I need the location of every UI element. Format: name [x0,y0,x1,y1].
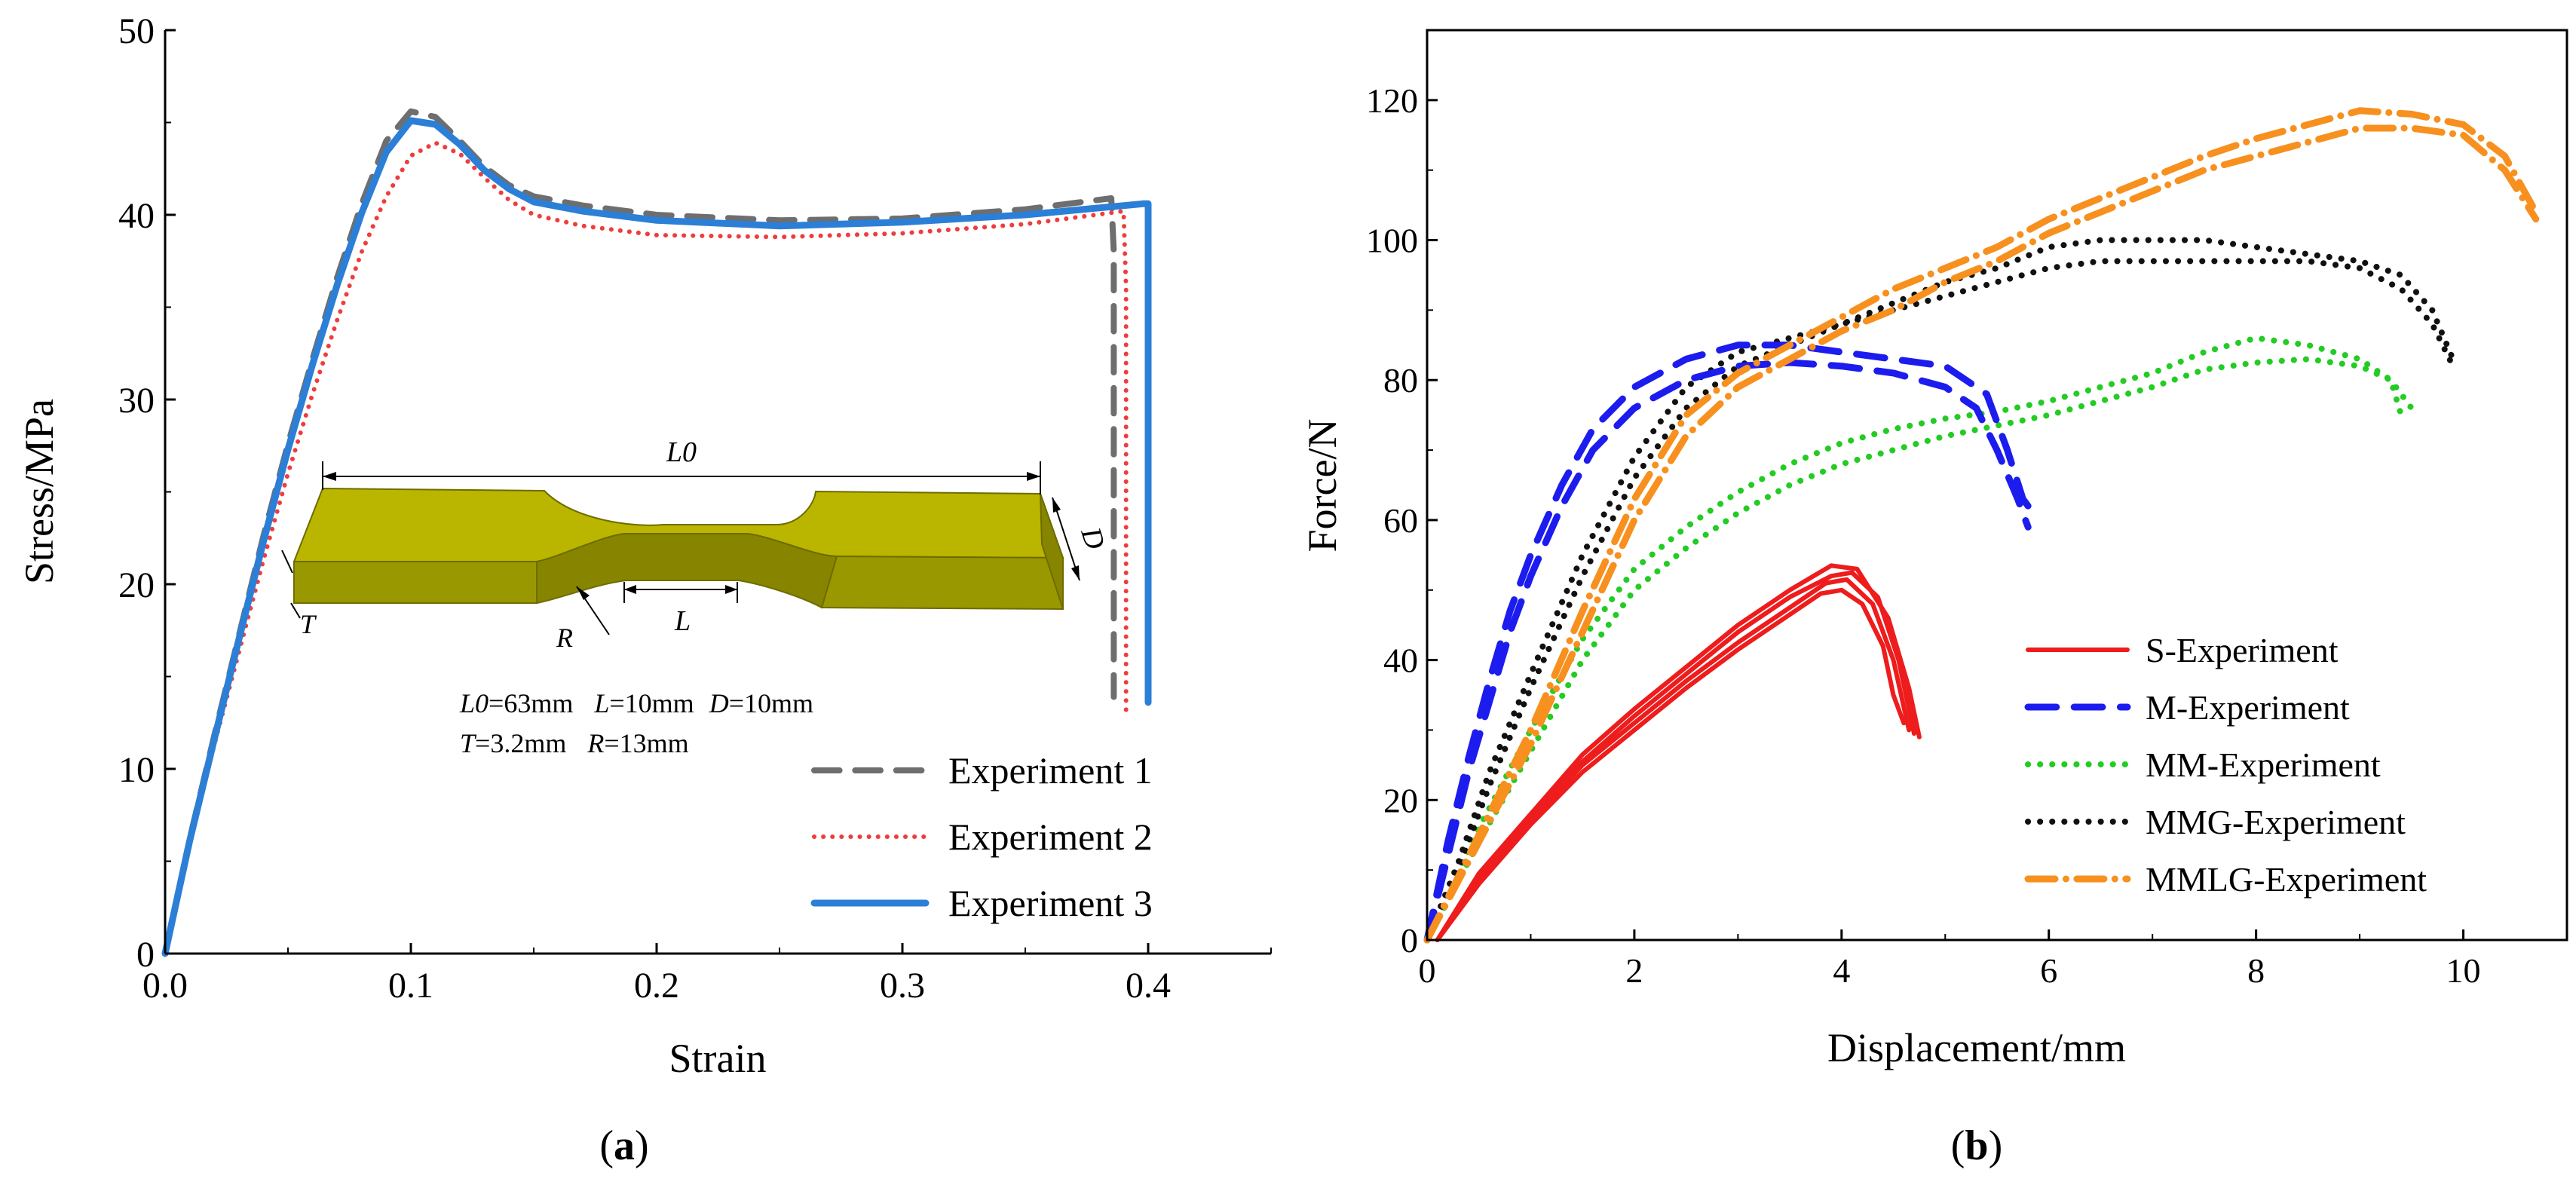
dim-l0-arrow-left [323,472,336,481]
panel-a-caption: (a) [599,1122,648,1169]
dim-l0-label: L0 [666,436,697,468]
spec-l-symbol: L [593,688,609,718]
panel-b-x-tick-label: 10 [2446,951,2481,990]
spec-l-value: =10mm [609,688,694,718]
panel-b-y-tick-label: 40 [1383,641,1418,680]
spec-line-2: T=3.2mm R=13mm [460,728,689,758]
specimen-side-face [1040,493,1064,610]
panel-b-y-label: Force/N [1300,419,1345,553]
spec-d-symbol: D [709,688,729,718]
specimen-inset: L0 D T R L L0=63mm L=10mm D=10mm T=3.2mm R=… [281,436,1111,758]
series-curve-mmg-experiment [1424,258,2456,943]
panel-b-legend: S-Experiment M-Experiment MM-Experiment MMG… [2024,631,2427,899]
spec-l0-symbol: L0 [459,688,489,718]
legend-label: Experiment 3 [948,882,1153,924]
dim-l0-arrow-right [1027,472,1040,481]
panel-a-x-label: Strain [669,1036,767,1081]
panel-a-stress-strain-chart: 0.0 0.1 0.2 0.3 0.4 0 10 20 30 40 50 L0 D T [17,11,1272,1169]
panel-a-x-tick-label: 0.2 [634,966,679,1006]
dim-l-arrow-left [624,585,636,594]
dim-t-line-top [281,550,293,574]
panel-a-y-tick-label: 20 [118,565,155,605]
panel-a-y-tick-label: 40 [118,196,155,236]
dim-l-arrow-right [725,585,737,594]
series-curve-m-experiment [1423,359,2032,944]
dim-d-label: D [1074,523,1111,553]
series-curve-mm-experiment [1424,356,2415,943]
panel-a-x-tick-label: 0.3 [880,966,925,1006]
series-line-experiment-2 [163,140,1129,956]
legend-label: M-Experiment [2146,688,2350,727]
specimen-front-face-right [820,555,1064,611]
legend-label: MMLG-Experiment [2146,860,2427,899]
legend-label: MMG-Experiment [2146,803,2406,841]
spec-t-value: =3.2mm [475,728,566,758]
dim-r-arrow [577,586,590,600]
panel-a-y-tick-label: 0 [136,935,155,975]
panel-b-plot-frame [1426,29,2568,942]
spec-r-symbol: R [587,728,604,758]
legend-label: MM-Experiment [2146,746,2381,784]
panel-a-caption-letter: a [614,1122,635,1169]
series-line-experiment-3 [161,117,1152,957]
panel-b-curves [1423,107,2540,944]
dim-t-line-bottom [290,602,301,619]
panel-a-y-tick-label: 10 [118,750,155,790]
panel-a-y-tick-label: 50 [118,11,155,51]
panel-b-y-tick-label: 0 [1401,921,1418,960]
series-curve-m-experiment [1423,341,2042,944]
specimen-front-face [293,561,538,604]
spec-t-symbol: T [460,728,477,758]
dim-r-label: R [556,623,573,653]
panel-b-x-tick-label: 4 [1833,951,1850,990]
panel-a-legend: Experiment 1 Experiment 2 Experiment 3 [810,749,1153,924]
panel-a-x-tick-label: 0.1 [388,966,433,1006]
series-curve-mmlg-experiment [1423,124,2540,944]
spec-d-value: =10mm [729,688,813,718]
dim-d-arrow-bottom [1071,565,1080,580]
panel-b-x-tick-label: 2 [1625,951,1643,990]
panel-a-x-tick-label: 0.0 [142,966,188,1006]
panel-b-y-tick-label: 120 [1366,81,1418,120]
panel-a-ticks: 0.0 0.1 0.2 0.3 0.4 0 10 20 30 40 50 [118,11,1272,1006]
panel-b-y-tick-label: 60 [1383,501,1418,540]
legend-label: Experiment 1 [948,749,1153,791]
spec-l0-value: =63mm [489,688,573,718]
panel-b-x-tick-label: 6 [2040,951,2057,990]
panel-a-curves [161,108,1152,957]
panel-a-x-tick-label: 0.4 [1126,966,1171,1006]
dim-l-label: L [674,605,691,637]
specimen-notch-front [536,533,838,609]
dim-t-label: T [300,609,317,639]
panel-b-y-tick-label: 20 [1383,781,1418,819]
dim-d-line [1052,497,1080,581]
series-curve-s-experiment [1435,570,1916,942]
panel-b-x-label: Displacement/mm [1827,1025,2126,1070]
panel-b-caption-letter: b [1965,1122,1988,1169]
spec-line-1: L0=63mm L=10mm D=10mm [459,688,813,718]
legend-label: S-Experiment [2146,631,2339,669]
dim-d-arrow-top [1052,498,1061,513]
series-curve-s-experiment [1435,563,1922,942]
series-curve-mm-experiment [1424,335,2405,943]
panel-b-caption: (b) [1951,1122,2002,1169]
panel-b-y-tick-label: 100 [1366,222,1418,260]
panel-b-x-tick-label: 0 [1419,951,1436,990]
legend-label: Experiment 2 [948,816,1153,858]
spec-r-value: =13mm [604,728,688,758]
series-curve-mmlg-experiment [1423,107,2540,944]
panel-b-x-tick-label: 8 [2247,951,2265,990]
panel-a-y-tick-label: 30 [118,381,155,421]
series-curve-s-experiment [1435,587,1907,942]
series-curve-s-experiment [1435,577,1912,942]
panel-b-y-tick-label: 80 [1383,361,1418,400]
panel-a-y-label: Stress/MPa [17,399,62,584]
